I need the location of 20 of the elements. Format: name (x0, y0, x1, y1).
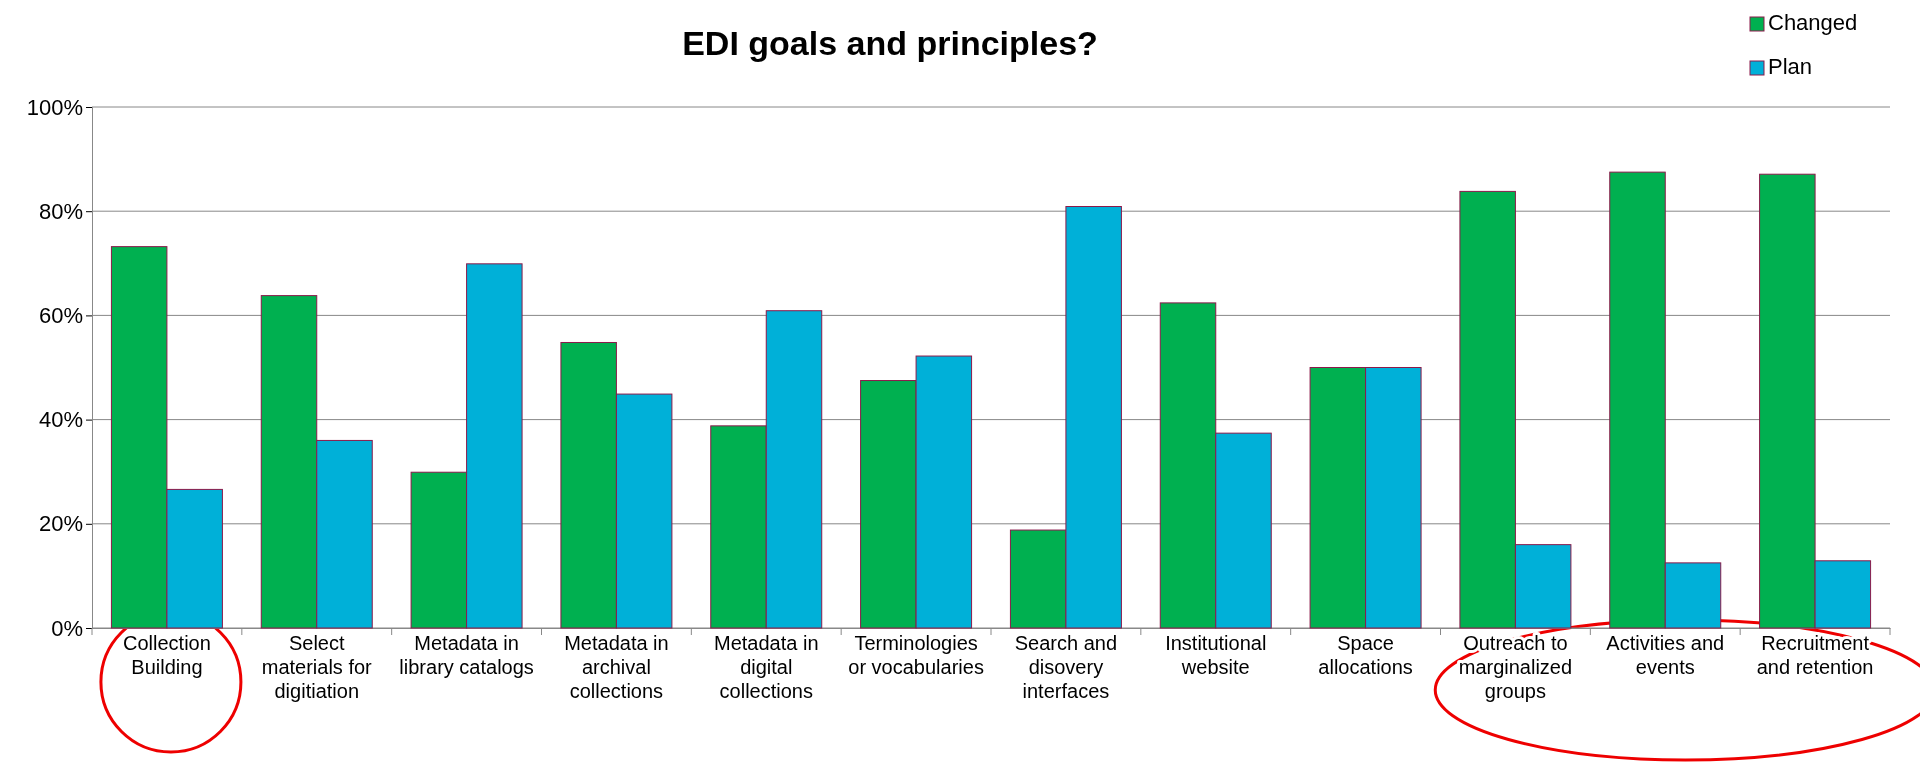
y-tick-label: 20% (38, 511, 83, 537)
chart-title: EDI goals and principles? (682, 24, 1098, 62)
x-tick-label: Select materials for digitiation (261, 632, 373, 702)
x-tick-label: Search and disovery interfaces (1014, 632, 1118, 702)
x-tick-label: Recruitment and retention (1756, 632, 1874, 678)
x-tick-label: Activities and events (1606, 632, 1725, 678)
y-tick-label: 100% (26, 94, 83, 120)
x-tick-label: Collection Building (123, 632, 211, 678)
y-tick-label: 60% (38, 302, 83, 328)
x-tick-label: Terminologies or vocabularies (848, 632, 984, 678)
x-tick-label: Metadata in library catalogs (399, 632, 534, 678)
y-tick-label: 40% (38, 407, 83, 433)
x-tick-label: Metadata in digital collections (713, 632, 819, 702)
y-tick-label: 80% (38, 198, 83, 224)
y-tick-label: 0% (51, 615, 83, 641)
legend-label: Plan (1768, 54, 1813, 79)
x-tick-label: Institutional website (1165, 632, 1267, 678)
x-tick-label: Space allocations (1318, 632, 1413, 678)
x-tick-label: Metadata in archival collections (564, 632, 669, 702)
legend-label: Changed (1768, 10, 1858, 35)
